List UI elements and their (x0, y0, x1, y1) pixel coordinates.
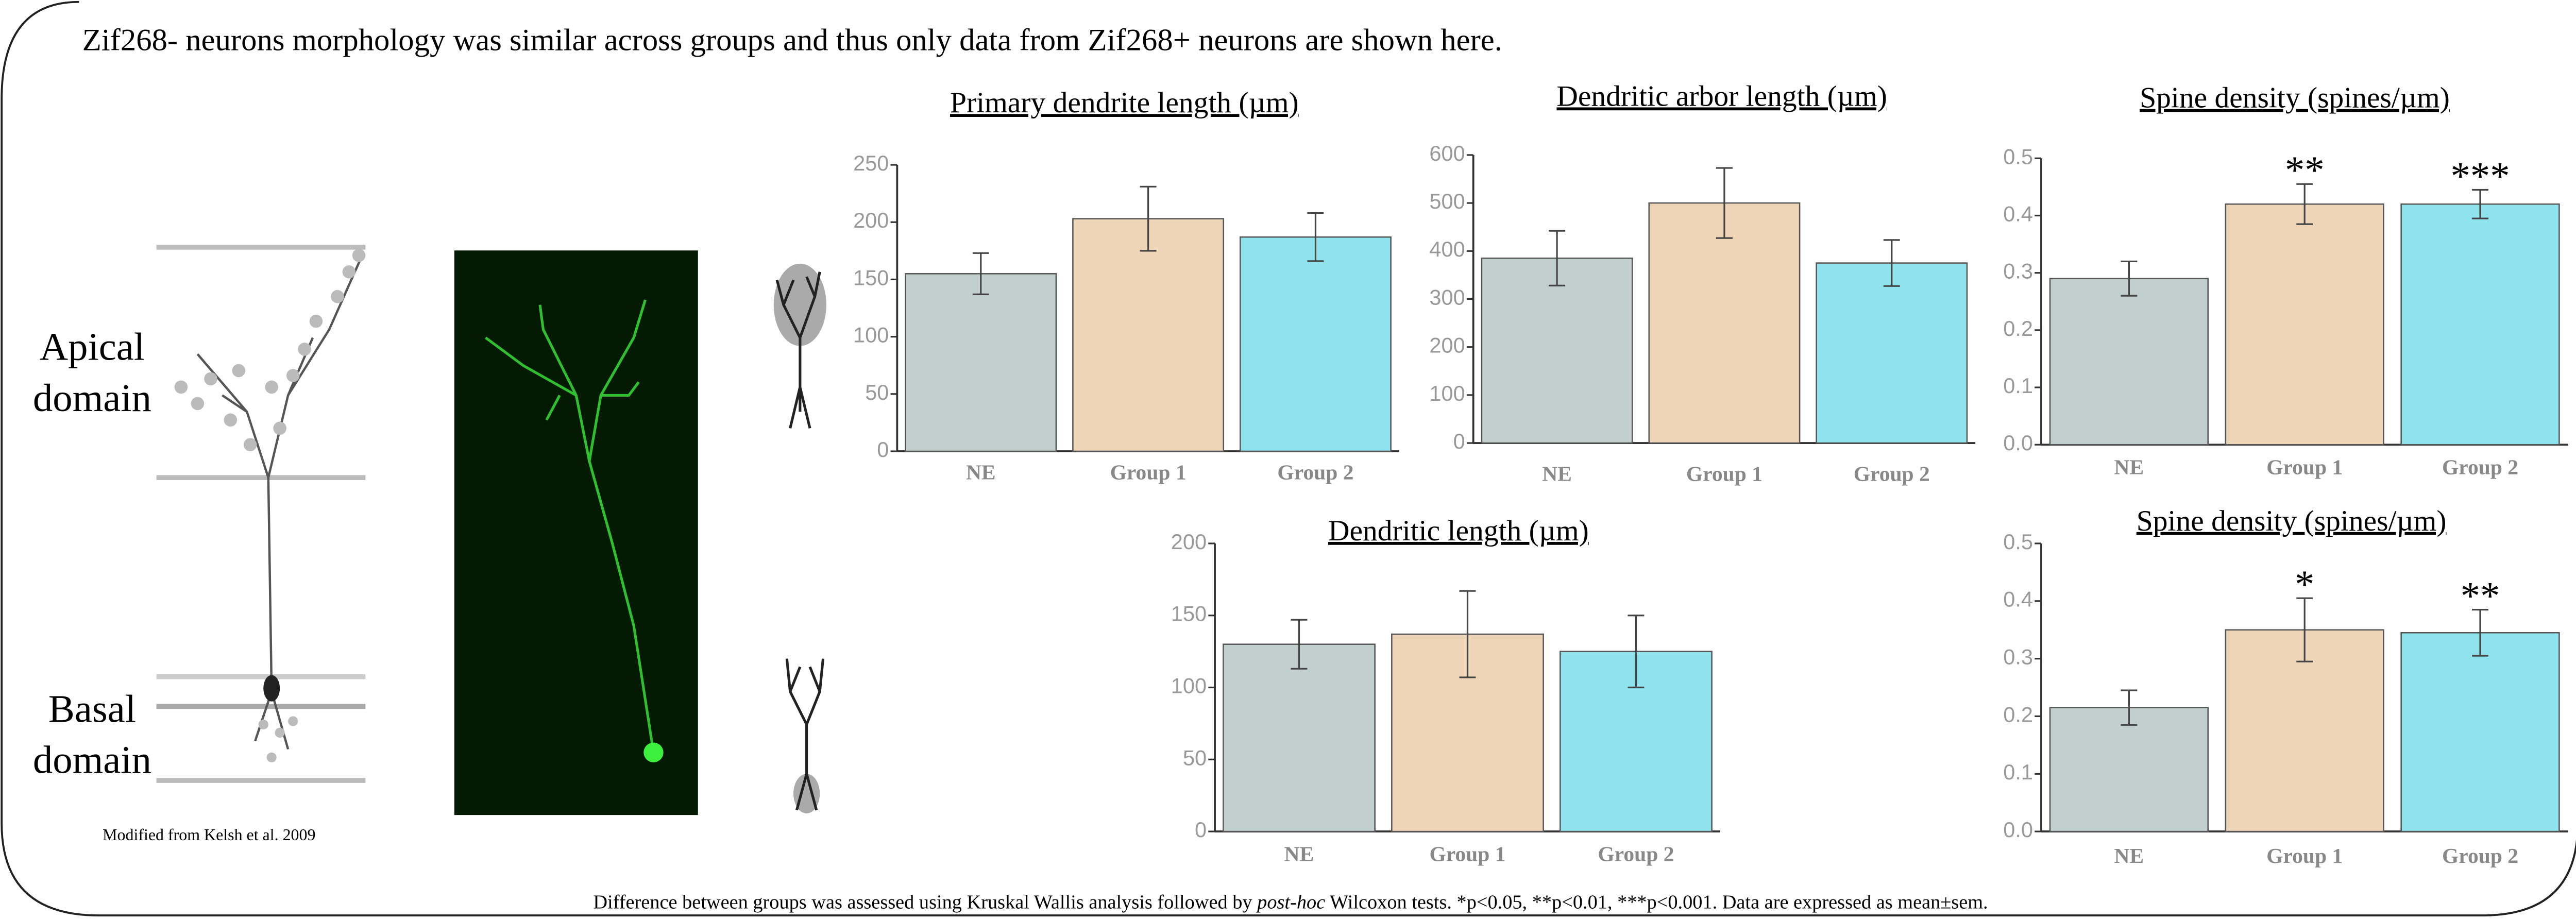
bar (1073, 219, 1223, 451)
x-tick-label: NE (966, 460, 996, 484)
y-tick-label: 0.4 (2003, 587, 2033, 611)
x-tick-label: NE (2114, 455, 2144, 479)
chart-title: Spine density (spines/µm) (2140, 82, 2450, 114)
y-tick-label: 0.3 (2003, 259, 2033, 283)
bar (2226, 204, 2384, 445)
apical-label: domain (33, 376, 151, 420)
y-tick-label: 50 (1183, 745, 1207, 770)
x-tick-label: Group 2 (1598, 842, 1674, 866)
bar (906, 274, 1056, 451)
bar (2401, 633, 2560, 831)
y-tick-label: 0 (1453, 429, 1465, 453)
y-tick-label: 300 (1429, 285, 1465, 309)
x-tick-label: NE (1542, 462, 1572, 485)
credit: Modified from Kelsh et al. 2009 (103, 826, 315, 844)
y-tick-label: 50 (865, 380, 889, 404)
footnote: Difference between groups was assessed u… (593, 891, 1988, 913)
y-tick-label: 0 (1195, 818, 1207, 842)
chart-title: Spine density (spines/µm) (2137, 505, 2447, 537)
x-tick-label: Group 2 (1854, 462, 1930, 485)
significance: * (2295, 563, 2314, 606)
bar (1240, 237, 1391, 451)
x-tick-label: Group 1 (2266, 844, 2343, 867)
y-tick-label: 0 (877, 437, 889, 462)
basal-icon (787, 659, 823, 813)
y-tick-label: 400 (1429, 237, 1465, 261)
chart-title: Dendritic length (µm) (1328, 515, 1589, 547)
y-tick-label: 0.0 (2003, 818, 2033, 842)
y-tick-label: 0.1 (2003, 373, 2033, 398)
y-tick-label: 200 (853, 208, 889, 232)
bar (2401, 204, 2560, 445)
header: Zif268- neurons morphology was similar a… (82, 23, 1502, 58)
x-tick-label: NE (1284, 842, 1314, 866)
x-tick-label: Group 1 (1429, 842, 1505, 866)
y-tick-label: 150 (853, 265, 889, 290)
basal-label: Basal (48, 687, 136, 731)
x-tick-label: NE (2114, 844, 2144, 867)
y-tick-label: 0.2 (2003, 702, 2033, 726)
y-tick-label: 0.0 (2003, 431, 2033, 455)
apical-icon (774, 264, 826, 429)
footnote-text: Wilcoxon tests. *p<0.05, **p<0.01, ***p<… (1325, 891, 1988, 913)
bar (1649, 203, 1800, 443)
y-tick-label: 150 (1171, 602, 1207, 626)
y-tick-label: 0.5 (2003, 530, 2033, 554)
y-tick-label: 100 (853, 323, 889, 347)
page: { "header": "Zif268- neurons morphology … (0, 0, 2576, 919)
bar (2050, 708, 2208, 831)
y-tick-label: 200 (1429, 333, 1465, 358)
apical-label: Apical (40, 325, 145, 369)
footnote-text: post-hoc (1256, 891, 1325, 913)
figure: Zif268- neurons morphology was similar a… (0, 0, 2576, 919)
basal-label: domain (33, 738, 151, 782)
bar (2050, 279, 2208, 445)
y-tick-label: 250 (853, 151, 889, 175)
y-tick-label: 0.4 (2003, 201, 2033, 226)
footnote-text: Difference between groups was assessed u… (593, 891, 1257, 913)
x-tick-label: Group 1 (1686, 462, 1762, 485)
y-tick-label: 100 (1429, 381, 1465, 405)
y-tick-label: 500 (1429, 189, 1465, 213)
significance: *** (2451, 154, 2510, 198)
y-tick-label: 0.2 (2003, 316, 2033, 341)
bar (1223, 644, 1375, 831)
chart-title: Primary dendrite length (µm) (950, 87, 1299, 119)
schematic-neuron (157, 247, 366, 780)
x-tick-label: Group 2 (1277, 460, 1353, 484)
chart-title: Dendritic arbor length (µm) (1556, 80, 1887, 112)
x-tick-label: Group 2 (2442, 844, 2518, 867)
x-tick-label: Group 1 (2266, 455, 2343, 479)
significance: ** (2285, 148, 2325, 192)
significance: ** (2461, 574, 2500, 618)
y-tick-label: 0.3 (2003, 645, 2033, 669)
x-tick-label: Group 1 (1110, 460, 1187, 484)
confocal-image (454, 250, 698, 815)
y-tick-label: 100 (1171, 673, 1207, 697)
y-tick-label: 0.5 (2003, 144, 2033, 168)
bar (1817, 263, 1967, 443)
y-tick-label: 0.1 (2003, 760, 2033, 784)
y-tick-label: 600 (1429, 141, 1465, 165)
y-tick-label: 200 (1171, 530, 1207, 554)
x-tick-label: Group 2 (2442, 455, 2518, 479)
